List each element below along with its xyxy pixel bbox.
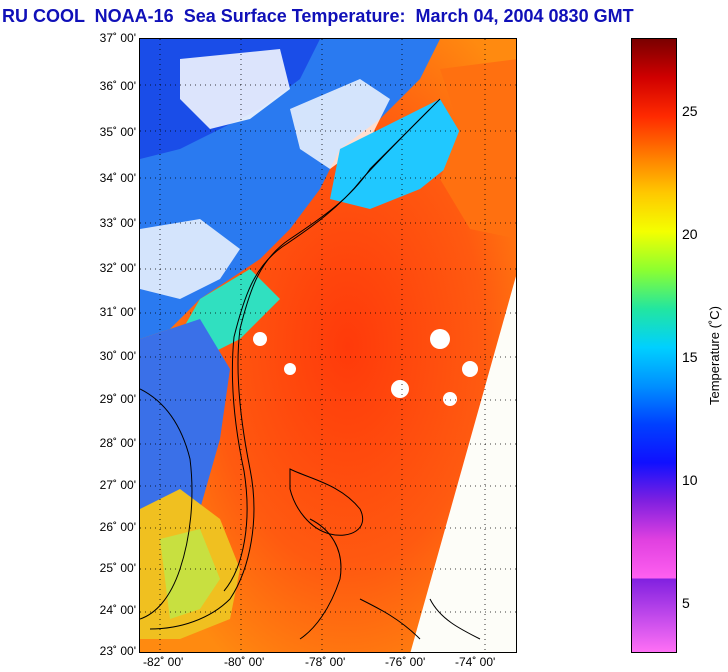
colorbar-tick: 15 [682,349,698,365]
lon-label: -82˚ 00' [143,655,184,669]
colorbar-tick: 10 [682,472,698,488]
lon-label: -78˚ 00' [305,655,346,669]
lat-label: 35˚ 00' [99,125,136,139]
colorbar-tick: 5 [682,595,690,611]
colorbar-tick: 25 [682,103,698,119]
map-title: RU COOL NOAA-16 Sea Surface Temperature:… [2,6,634,26]
lat-label: 24˚ 00' [99,603,136,617]
lat-label: 37˚ 00' [99,31,136,45]
lat-label: 34˚ 00' [99,171,136,185]
lat-label: 29˚ 00' [99,392,136,406]
lon-label: -76˚ 00' [385,655,426,669]
sst-map-image [140,39,516,652]
lat-label: 30˚ 00' [99,349,136,363]
lat-label: 26˚ 00' [99,520,136,534]
lat-label: 28˚ 00' [99,436,136,450]
lat-label: 36˚ 00' [99,79,136,93]
lon-label: -80˚ 00' [224,655,265,669]
lat-label: 23˚ 00' [99,644,136,658]
sst-map [139,38,517,653]
lat-label: 25˚ 00' [99,561,136,575]
temperature-colorbar [631,38,677,653]
lat-label: 27˚ 00' [99,478,136,492]
lat-label: 32˚ 00' [99,261,136,275]
lon-label: -74˚ 00' [455,655,496,669]
lat-label: 33˚ 00' [99,216,136,230]
lat-label: 31˚ 00' [99,305,136,319]
colorbar-tick: 20 [682,226,698,242]
colorbar-label: Temperature (˚C) [707,306,722,405]
